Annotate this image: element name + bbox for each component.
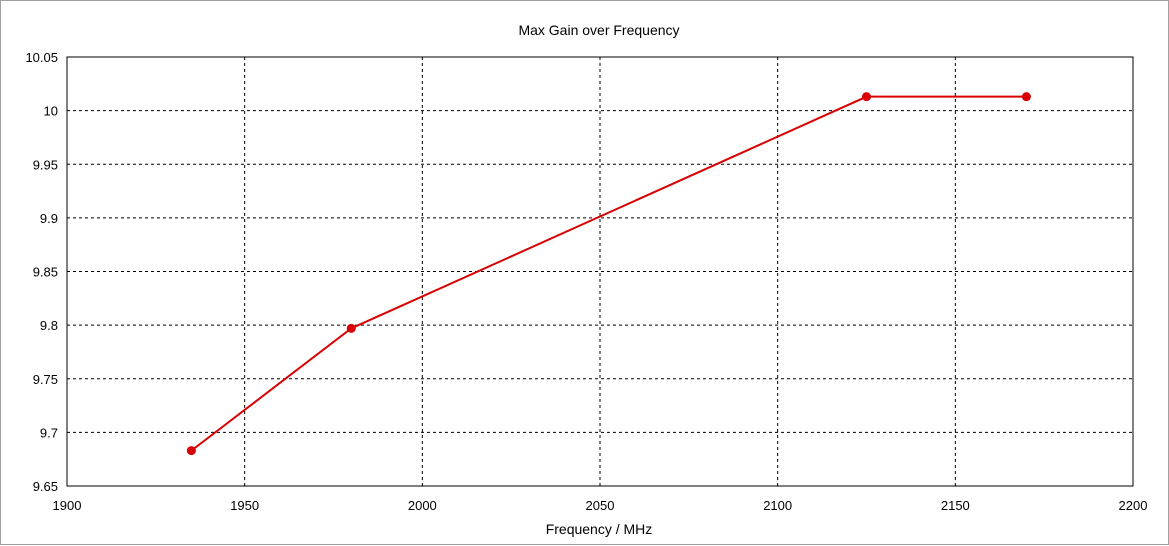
y-tick-label: 9.7 <box>40 425 58 440</box>
y-tick-label: 10 <box>44 104 58 119</box>
y-tick-label: 9.65 <box>33 479 58 494</box>
data-point <box>346 323 356 333</box>
x-axis-label: Frequency / MHz <box>546 521 653 537</box>
x-tick-label: 2000 <box>408 498 437 513</box>
y-tick-label: 9.85 <box>33 265 58 280</box>
grid-lines <box>67 57 1133 486</box>
y-tick-label: 9.9 <box>40 211 58 226</box>
x-tick-label: 2200 <box>1119 498 1148 513</box>
series-line <box>190 95 1027 452</box>
x-axis-ticks: 1900 1950 2000 2050 2100 2150 2200 <box>53 498 1148 513</box>
x-tick-label: 2050 <box>586 498 615 513</box>
plot-area <box>66 56 1134 487</box>
chart-title: Max Gain over Frequency <box>518 22 679 38</box>
y-tick-label: 9.8 <box>40 318 58 333</box>
y-tick-label: 10.05 <box>25 50 58 65</box>
x-tick-label: 1900 <box>53 498 82 513</box>
y-tick-label: 9.95 <box>33 157 58 172</box>
data-point <box>1021 92 1031 102</box>
x-tick-label: 1950 <box>230 498 259 513</box>
data-point <box>186 446 196 456</box>
series-layer <box>186 92 1031 456</box>
y-tick-label: 9.75 <box>33 372 58 387</box>
x-tick-label: 2100 <box>763 498 792 513</box>
x-tick-label: 2150 <box>941 498 970 513</box>
data-point <box>862 92 871 102</box>
y-axis-ticks: 9.65 9.7 9.75 9.8 9.85 9.9 9.95 10 10.05 <box>25 50 58 494</box>
